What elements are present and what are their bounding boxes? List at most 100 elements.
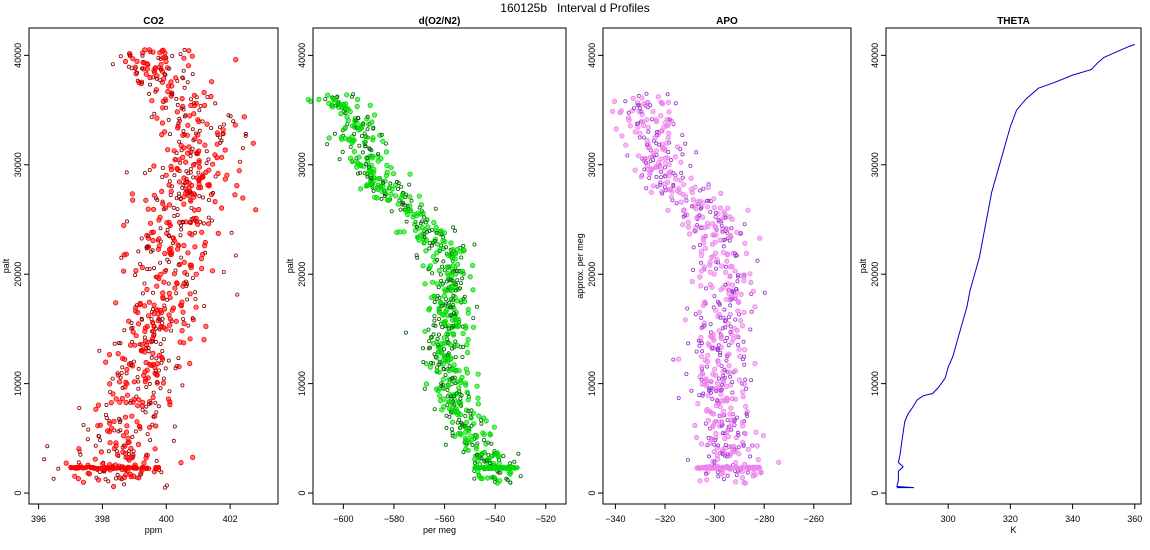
data-point: [699, 377, 704, 382]
data-point: [504, 465, 510, 471]
data-point: [713, 210, 718, 215]
data-point: [465, 336, 471, 343]
data-point: [723, 296, 729, 302]
data-point: [352, 124, 358, 130]
data-point: [110, 376, 115, 381]
data-point: [125, 435, 131, 441]
data-point: [487, 432, 493, 438]
data-point: [364, 162, 369, 167]
data-point: [208, 93, 214, 100]
data-point: [138, 472, 143, 477]
data-point: [176, 179, 183, 185]
data-point: [434, 241, 440, 247]
data-point: [672, 154, 679, 160]
data-point: [483, 418, 489, 424]
data-point: [449, 268, 456, 275]
data-point: [174, 109, 180, 115]
data-point: [489, 475, 494, 480]
data-point: [724, 264, 729, 269]
data-point: [673, 176, 679, 182]
data-point: [119, 370, 124, 375]
data-point: [437, 393, 443, 399]
data-point: [206, 215, 211, 220]
data-point: [377, 132, 383, 138]
data-point: [449, 419, 456, 425]
data-point: [236, 168, 242, 174]
data-point: [339, 104, 345, 111]
data-point: [233, 253, 238, 258]
data-point: [222, 176, 228, 182]
data-point: [407, 171, 413, 177]
data-point: [178, 233, 183, 238]
data-point: [187, 336, 193, 342]
data-point: [449, 394, 454, 399]
data-point: [708, 199, 713, 204]
data-point: [118, 418, 123, 423]
data-point: [129, 413, 135, 419]
data-point: [335, 94, 340, 99]
data-point: [137, 301, 143, 308]
data-point: [745, 207, 751, 213]
data-point: [652, 135, 658, 141]
data-point: [512, 459, 517, 464]
data-point: [728, 324, 733, 329]
data-point: [716, 218, 721, 223]
data-point: [191, 194, 197, 200]
data-point: [648, 189, 654, 195]
data-point: [324, 92, 331, 98]
x-tick-label: 360: [1127, 514, 1142, 524]
data-point: [423, 381, 430, 387]
data-point: [680, 222, 686, 228]
data-point: [160, 380, 166, 386]
data-point: [665, 92, 670, 97]
data-point: [440, 319, 447, 326]
data-point: [144, 323, 150, 329]
data-point: [364, 116, 370, 122]
data-point: [742, 362, 747, 367]
data-point: [176, 356, 181, 361]
data-point: [652, 164, 659, 170]
data-point: [130, 197, 136, 203]
data-point: [131, 449, 136, 454]
data-point: [661, 146, 668, 152]
data-point: [108, 399, 114, 406]
data-point: [453, 355, 458, 360]
data-point: [199, 265, 205, 272]
data-point: [133, 267, 139, 274]
data-point: [190, 276, 195, 281]
data-point: [750, 473, 756, 479]
data-point: [723, 325, 728, 330]
panel-1-points: [42, 47, 259, 490]
x-tick-label: −600: [333, 514, 353, 524]
data-point: [149, 355, 154, 360]
data-point: [165, 297, 170, 302]
data-point: [434, 250, 440, 256]
data-point: [459, 420, 464, 425]
data-point: [122, 58, 129, 65]
data-point: [716, 474, 721, 479]
data-point: [394, 229, 400, 235]
data-point: [450, 263, 456, 269]
data-point: [434, 230, 439, 235]
data-point: [632, 106, 637, 111]
data-point: [158, 78, 163, 83]
data-point: [644, 138, 650, 144]
data-point: [156, 465, 162, 471]
data-point: [142, 338, 149, 344]
data-point: [145, 62, 151, 68]
data-point: [146, 466, 152, 472]
data-point: [448, 355, 454, 361]
data-point: [181, 320, 187, 327]
data-point: [710, 396, 715, 401]
data-point: [155, 197, 160, 202]
data-point: [361, 139, 368, 145]
data-point: [240, 146, 245, 151]
data-point: [237, 159, 242, 164]
data-point: [182, 47, 187, 52]
data-point: [158, 260, 163, 265]
data-point: [140, 407, 145, 412]
data-point: [382, 193, 387, 198]
data-point: [155, 379, 160, 384]
data-point: [714, 257, 720, 263]
data-point: [698, 206, 703, 211]
